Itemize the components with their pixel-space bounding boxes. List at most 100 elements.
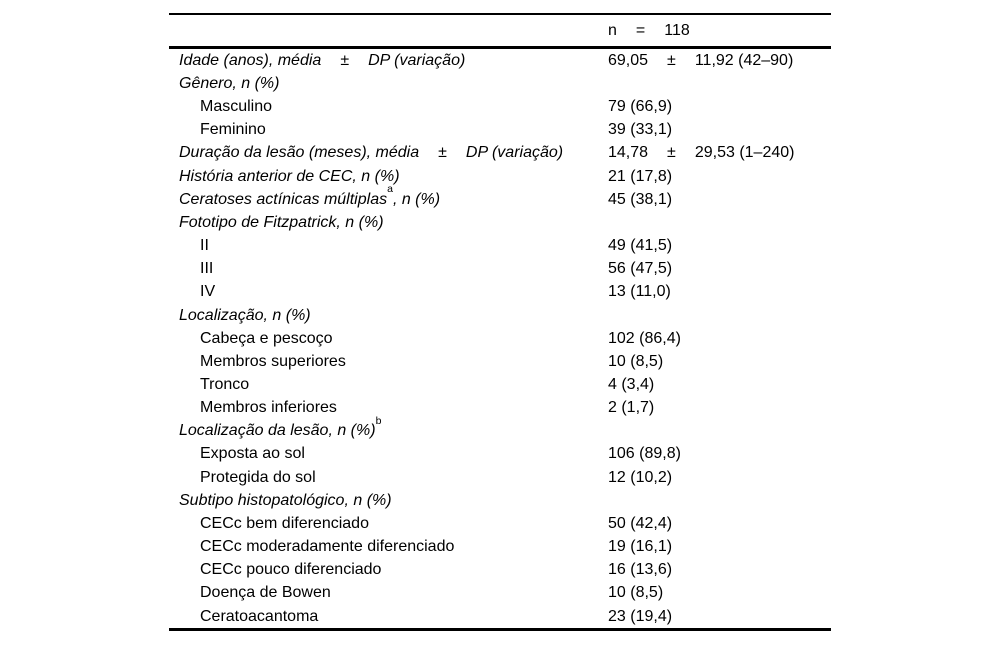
row-label: Protegida do sol — [169, 469, 608, 487]
row-label-text: II — [200, 237, 209, 255]
header-n-label: n — [608, 21, 617, 39]
row-label-text: CECc bem diferenciado — [200, 514, 369, 532]
row-label-text: Exposta ao sol — [200, 445, 305, 463]
equals-sign: = — [635, 21, 646, 39]
table-row: IV 13 (11,0) — [169, 281, 831, 304]
row-label-text: Membros superiores — [200, 352, 346, 370]
plus-minus-operator: ± — [340, 51, 350, 69]
table-row: Masculino 79 (66,9) — [169, 95, 831, 118]
row-label: História anterior de CEC, n (%) — [169, 168, 608, 186]
row-label: Cabeça e pescoço — [169, 330, 608, 348]
row-label-text: Masculino — [200, 98, 273, 116]
row-value-text: 23 (19,4) — [608, 607, 673, 625]
table-row: Idade (anos), média ± DP (variação) 69,05 ±1… — [169, 49, 831, 72]
row-value: 10 (8,5) — [608, 353, 831, 371]
table-row: Feminino 39 (33,1) — [169, 118, 831, 141]
row-label: Idade (anos), média ± DP (variação) — [169, 52, 608, 70]
row-value: 16 (13,6) — [608, 561, 831, 579]
row-value-text: 49 (41,5) — [608, 237, 673, 255]
table-row: Ceratoacantoma 23 (19,4) — [169, 605, 831, 628]
row-value: 45 (38,1) — [608, 191, 831, 209]
row-label: Masculino — [169, 98, 608, 116]
row-value-text: 106 (89,8) — [608, 445, 681, 463]
row-label-text: CECc moderadamente diferenciado — [200, 538, 455, 556]
table-body: Idade (anos), média ± DP (variação) 69,05 ±1… — [169, 49, 831, 631]
row-value: 39 (33,1) — [608, 121, 831, 139]
table-row: CECc pouco diferenciado 16 (13,6) — [169, 558, 831, 581]
table-row: Localização da lesão, n (%)b — [169, 416, 831, 443]
row-value-after-op: 29,53 (1–240) — [694, 144, 795, 162]
table-row: Gênero, n (%) — [169, 72, 831, 95]
row-label-text: Gênero, n (%) — [179, 74, 280, 92]
row-value-text: 102 (86,4) — [608, 329, 681, 347]
row-value-text: 2 (1,7) — [608, 399, 655, 417]
row-value: 23 (19,4) — [608, 608, 831, 626]
table-row: Localização, n (%) — [169, 304, 831, 327]
footnote-marker: b — [375, 414, 382, 427]
row-value: 10 (8,5) — [608, 584, 831, 602]
row-label: Subtipo histopatológico, n (%) — [169, 492, 608, 510]
row-label: Fototipo de Fitzpatrick, n (%) — [169, 214, 608, 232]
table-row: Duração da lesão (meses), média ± DP (vari… — [169, 142, 831, 165]
row-value-text: 69,05 — [608, 51, 649, 69]
row-label-text: Subtipo histopatológico, n (%) — [179, 491, 392, 509]
row-label: Ceratoses actínicas múltiplasa, n (%) — [169, 184, 608, 209]
row-label-text: CECc pouco diferenciado — [200, 561, 382, 579]
row-value: 2 (1,7) — [608, 399, 831, 417]
table-row: Exposta ao sol 106 (89,8) — [169, 443, 831, 466]
row-label-text: Doença de Bowen — [200, 584, 331, 602]
row-value: 19 (16,1) — [608, 538, 831, 556]
row-label: Gênero, n (%) — [169, 75, 608, 93]
row-value: 79 (66,9) — [608, 98, 831, 116]
row-value: 49 (41,5) — [608, 237, 831, 255]
row-label-text: Idade (anos), média — [179, 51, 322, 69]
table-row: Membros inferiores 2 (1,7) — [169, 396, 831, 419]
patient-characteristics-table: n = 118 Idade (anos), média ± DP (variação) 6… — [169, 13, 831, 631]
table-row: Ceratoses actínicas múltiplasa, n (%) 45 … — [169, 184, 831, 211]
row-value-after-op: 11,92 (42–90) — [694, 51, 794, 69]
table-row: Membros superiores 10 (8,5) — [169, 350, 831, 373]
row-label: CECc pouco diferenciado — [169, 561, 608, 579]
table-header-row: n = 118 — [169, 15, 831, 49]
plus-minus-operator: ± — [438, 144, 447, 162]
row-label-text: Tronco — [200, 375, 250, 393]
row-value: 13 (11,0) — [608, 283, 831, 301]
row-value-text: 16 (13,6) — [608, 561, 673, 579]
row-label: Feminino — [169, 121, 608, 139]
row-label-text: Localização da lesão, n (%) — [179, 422, 376, 440]
row-value: 56 (47,5) — [608, 260, 831, 278]
row-value-text: 45 (38,1) — [608, 190, 673, 208]
row-value-text: 39 (33,1) — [608, 121, 673, 139]
row-value: 50 (42,4) — [608, 515, 831, 533]
row-value-text: 10 (8,5) — [608, 352, 664, 370]
row-label-text: Cabeça e pescoço — [200, 329, 333, 347]
row-label-text: Ceratoses actínicas múltiplas — [179, 190, 388, 208]
row-label-text: Fototipo de Fitzpatrick, n (%) — [179, 213, 384, 231]
row-value: 14,78 ±29,53 (1–240) — [608, 144, 831, 162]
row-value-text: 10 (8,5) — [608, 584, 664, 602]
row-label: Exposta ao sol — [169, 445, 608, 463]
row-label: Tronco — [169, 376, 608, 394]
row-label-text: III — [200, 260, 214, 278]
row-value-text: 50 (42,4) — [608, 514, 673, 532]
row-label: Duração da lesão (meses), média ± DP (vari… — [169, 144, 608, 162]
row-label-text: Membros inferiores — [200, 399, 337, 417]
row-value: 69,05 ±11,92 (42–90) — [608, 52, 831, 70]
row-value-text: 4 (3,4) — [608, 375, 655, 393]
row-value-text: 79 (66,9) — [608, 98, 673, 116]
row-value: 4 (3,4) — [608, 376, 831, 394]
row-label-text: História anterior de CEC, n (%) — [179, 167, 400, 185]
header-n-cell: n = 118 — [608, 22, 831, 40]
row-label: Localização da lesão, n (%)b — [169, 416, 608, 440]
row-label: Membros superiores — [169, 353, 608, 371]
row-label: IV — [169, 283, 608, 301]
row-value: 102 (86,4) — [608, 330, 831, 348]
table-row: História anterior de CEC, n (%) 21 (17,8) — [169, 165, 831, 188]
row-value: 12 (10,2) — [608, 469, 831, 487]
table-row: Protegida do sol 12 (10,2) — [169, 466, 831, 489]
row-value-text: 56 (47,5) — [608, 260, 673, 278]
row-label-text: Protegida do sol — [200, 468, 316, 486]
row-label: II — [169, 237, 608, 255]
row-value-text: 13 (11,0) — [608, 283, 671, 301]
row-value-text: 21 (17,8) — [608, 167, 673, 185]
